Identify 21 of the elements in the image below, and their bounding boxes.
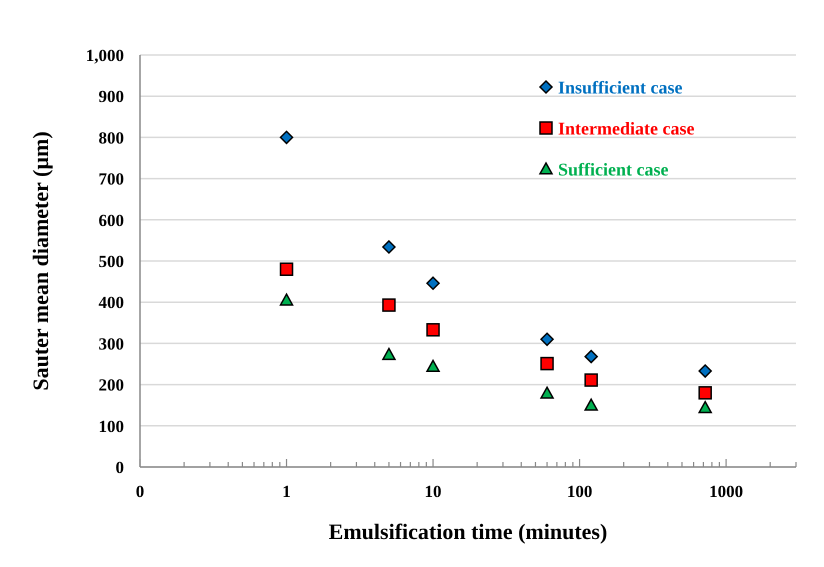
x-tick-label: 100 bbox=[566, 482, 592, 501]
legend-label: Insufficient case bbox=[558, 77, 682, 98]
y-tick-label: 1,000 bbox=[86, 46, 124, 65]
y-tick-label: 400 bbox=[98, 293, 124, 312]
y-tick-label: 300 bbox=[98, 334, 124, 354]
y-tick-label: 500 bbox=[98, 252, 124, 271]
x-axis-title: Emulsification time (minutes) bbox=[328, 519, 608, 544]
y-tick-label: 100 bbox=[98, 416, 124, 436]
y-tick-label: 800 bbox=[98, 128, 124, 148]
x-tick-label: 1000 bbox=[709, 482, 744, 501]
legend-label: Sufficient case bbox=[558, 159, 668, 180]
x-tick-label: 10 bbox=[424, 482, 442, 501]
y-tick-label: 900 bbox=[98, 87, 124, 106]
y-tick-label: 0 bbox=[116, 458, 124, 477]
y-tick-label: 700 bbox=[98, 170, 124, 189]
y-axis-title: Sauter mean diameter (µm) bbox=[28, 131, 53, 391]
y-tick-label: 600 bbox=[98, 210, 124, 230]
x-tick-label: 1 bbox=[282, 482, 291, 501]
y-tick-label: 200 bbox=[98, 376, 124, 395]
x-tick-label: 0 bbox=[136, 482, 144, 501]
legend-label: Intermediate case bbox=[558, 118, 694, 138]
